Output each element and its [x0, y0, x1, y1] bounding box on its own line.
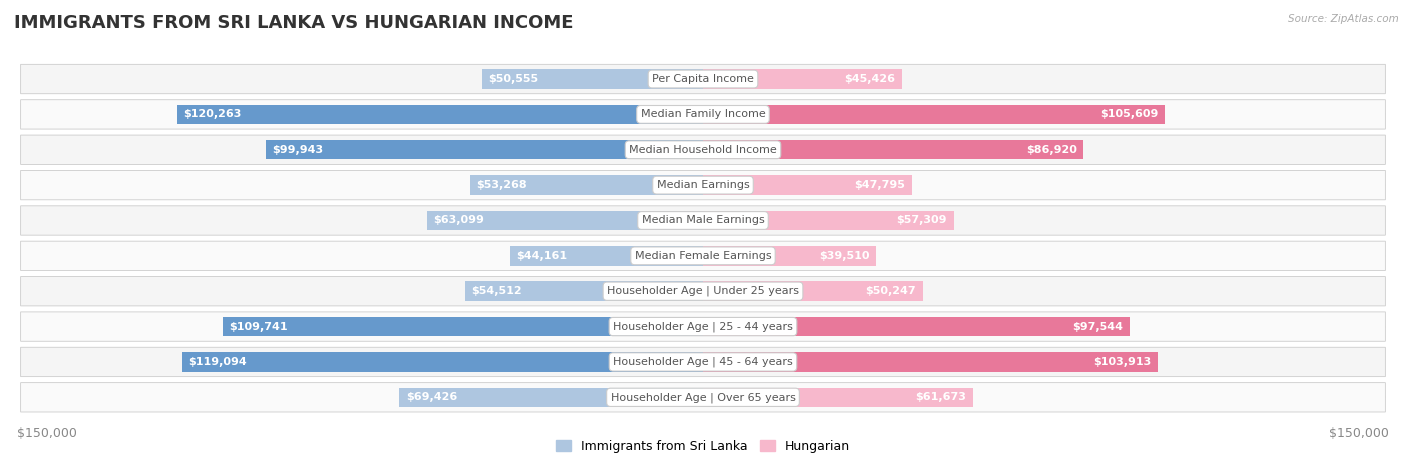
Bar — [464, 282, 703, 301]
Text: $63,099: $63,099 — [433, 215, 485, 226]
Text: Householder Age | Under 25 years: Householder Age | Under 25 years — [607, 286, 799, 297]
Bar — [399, 388, 703, 407]
Text: $54,512: $54,512 — [471, 286, 522, 296]
Text: $120,263: $120,263 — [184, 109, 242, 120]
FancyBboxPatch shape — [21, 382, 1385, 412]
FancyBboxPatch shape — [21, 206, 1385, 235]
Text: $119,094: $119,094 — [188, 357, 247, 367]
Text: $57,309: $57,309 — [897, 215, 948, 226]
Bar — [703, 140, 1083, 160]
FancyBboxPatch shape — [21, 135, 1385, 164]
Text: $103,913: $103,913 — [1092, 357, 1152, 367]
Text: Median Female Earnings: Median Female Earnings — [634, 251, 772, 261]
Bar — [703, 69, 901, 89]
Bar — [224, 317, 703, 336]
FancyBboxPatch shape — [21, 276, 1385, 306]
Text: Householder Age | 25 - 44 years: Householder Age | 25 - 44 years — [613, 321, 793, 332]
Text: $44,161: $44,161 — [516, 251, 568, 261]
Bar — [703, 176, 912, 195]
Bar — [703, 282, 922, 301]
Legend: Immigrants from Sri Lanka, Hungarian: Immigrants from Sri Lanka, Hungarian — [551, 435, 855, 458]
Bar — [482, 69, 703, 89]
Bar — [703, 352, 1157, 372]
FancyBboxPatch shape — [21, 312, 1385, 341]
Bar — [703, 388, 973, 407]
Text: $109,741: $109,741 — [229, 322, 288, 332]
Bar — [470, 176, 703, 195]
Text: Median Male Earnings: Median Male Earnings — [641, 215, 765, 226]
Text: Median Family Income: Median Family Income — [641, 109, 765, 120]
Bar — [181, 352, 703, 372]
Bar — [427, 211, 703, 230]
FancyBboxPatch shape — [21, 347, 1385, 376]
Bar — [177, 105, 703, 124]
Text: IMMIGRANTS FROM SRI LANKA VS HUNGARIAN INCOME: IMMIGRANTS FROM SRI LANKA VS HUNGARIAN I… — [14, 14, 574, 32]
Bar — [510, 246, 703, 266]
FancyBboxPatch shape — [21, 100, 1385, 129]
Text: $47,795: $47,795 — [855, 180, 905, 190]
FancyBboxPatch shape — [21, 64, 1385, 94]
Bar — [703, 105, 1166, 124]
Text: Per Capita Income: Per Capita Income — [652, 74, 754, 84]
Text: $39,510: $39,510 — [818, 251, 869, 261]
Bar — [703, 211, 953, 230]
Text: $50,555: $50,555 — [488, 74, 538, 84]
Bar — [703, 246, 876, 266]
Text: $45,426: $45,426 — [844, 74, 896, 84]
Text: Source: ZipAtlas.com: Source: ZipAtlas.com — [1288, 14, 1399, 24]
Text: Median Earnings: Median Earnings — [657, 180, 749, 190]
Text: Householder Age | Over 65 years: Householder Age | Over 65 years — [610, 392, 796, 403]
FancyBboxPatch shape — [21, 241, 1385, 270]
Text: Householder Age | 45 - 64 years: Householder Age | 45 - 64 years — [613, 357, 793, 367]
Text: $53,268: $53,268 — [477, 180, 527, 190]
Text: $61,673: $61,673 — [915, 392, 966, 402]
Text: $99,943: $99,943 — [273, 145, 323, 155]
Text: $97,544: $97,544 — [1073, 322, 1123, 332]
Text: $86,920: $86,920 — [1026, 145, 1077, 155]
FancyBboxPatch shape — [21, 170, 1385, 200]
Text: Median Household Income: Median Household Income — [628, 145, 778, 155]
Bar — [703, 317, 1129, 336]
Text: $50,247: $50,247 — [866, 286, 917, 296]
Bar — [266, 140, 703, 160]
Text: $69,426: $69,426 — [406, 392, 457, 402]
Text: $105,609: $105,609 — [1099, 109, 1159, 120]
